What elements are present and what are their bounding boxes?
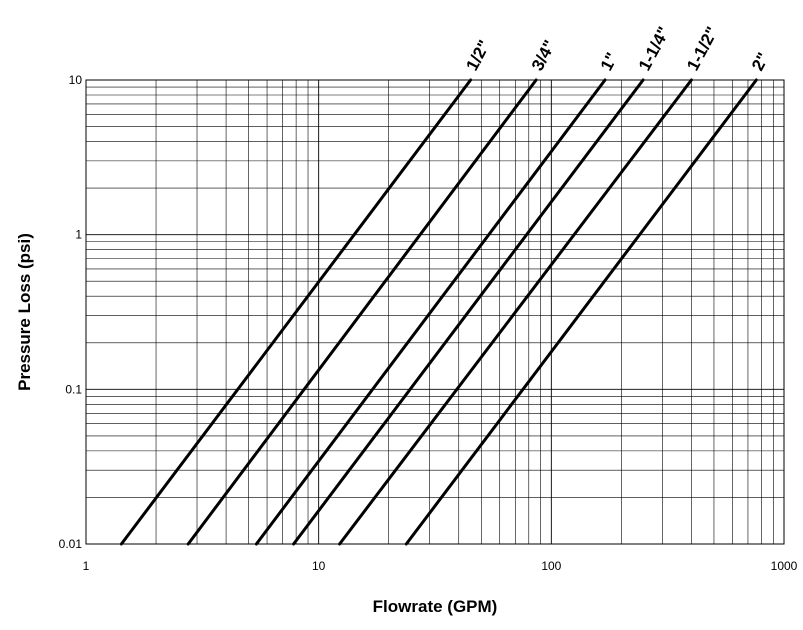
y-tick-label: 10 [69, 73, 83, 87]
series-lines [119, 78, 758, 546]
series-label: 1-1/2" [683, 24, 722, 74]
x-axis-title: Flowrate (GPM) [373, 597, 498, 616]
grid [85, 80, 784, 545]
y-axis-title: Pressure Loss (psi) [15, 233, 34, 391]
y-tick-label: 1 [75, 228, 82, 242]
x-tick-label: 1 [83, 559, 90, 573]
x-tick-label: 100 [541, 559, 561, 573]
series-labels: 1/2" 3/4" 1" 1-1/4" 1-1/2" 2" [462, 24, 773, 74]
series-line [119, 78, 473, 546]
series-line [292, 78, 645, 546]
series-label: 2" [748, 49, 773, 73]
series-line [338, 78, 693, 546]
y-axis-ticks: 0.01 0.1 1 10 [59, 73, 83, 551]
x-tick-label: 10 [312, 559, 326, 573]
series-label: 1-1/4" [635, 24, 674, 74]
series-label: 3/4" [528, 37, 560, 74]
x-axis-ticks: 1 10 100 1000 [83, 559, 798, 573]
series-line [254, 78, 607, 546]
series-label: 1" [597, 49, 622, 73]
series-line [404, 78, 758, 546]
series-label: 1/2" [462, 37, 494, 74]
x-tick-label: 1000 [771, 559, 798, 573]
y-tick-label: 0.1 [65, 382, 82, 396]
series-line [186, 78, 538, 546]
plot-frame [85, 79, 785, 545]
y-tick-label: 0.01 [59, 537, 83, 551]
